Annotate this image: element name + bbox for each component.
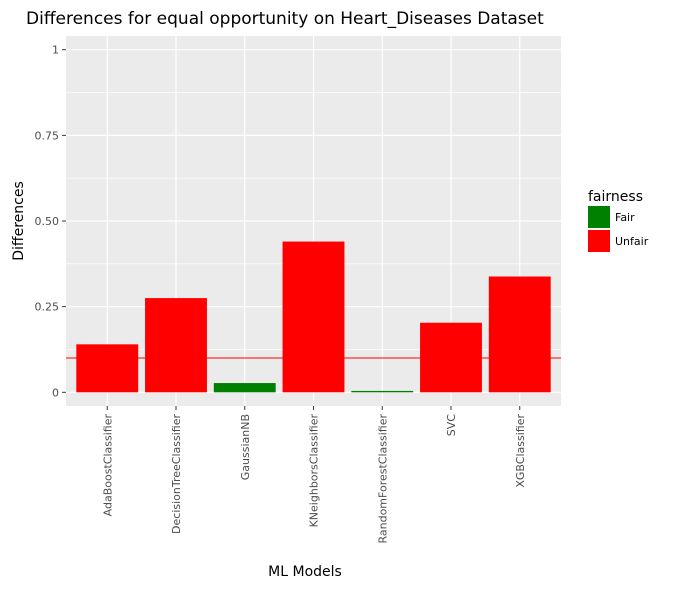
bar-KNeighborsClassifier <box>282 241 345 393</box>
bars-group <box>76 241 551 393</box>
chart-title: Differences for equal opportunity on Hea… <box>26 9 544 29</box>
x-tick-label: AdaBoostClassifier <box>101 414 114 517</box>
x-tick-label: DecisionTreeClassifier <box>170 414 183 534</box>
legend-label-fair: Fair <box>615 211 635 224</box>
legend-title: fairness <box>588 189 643 205</box>
y-tick-label: 0.75 <box>35 129 60 142</box>
bar-GaussianNB <box>213 383 276 393</box>
legend-items: Fair Unfair <box>588 206 649 252</box>
y-tick-label: 0 <box>52 386 59 399</box>
x-tick-label: XGBClassifier <box>514 414 527 488</box>
bar-XGBClassifier <box>488 276 551 393</box>
legend-label-unfair: Unfair <box>615 235 649 248</box>
x-tick-label: SVC <box>445 414 458 437</box>
y-axis-ticks: 0 0.25 0.50 0.75 1 <box>35 44 66 399</box>
bar-SVC <box>420 322 482 393</box>
y-tick-label: 0.50 <box>35 215 60 228</box>
x-axis-ticks: AdaBoostClassifier DecisionTreeClassifier… <box>101 406 527 544</box>
x-tick-label: GaussianNB <box>239 414 252 480</box>
legend: fairness Fair Unfair <box>588 189 649 252</box>
y-axis-title: Differences <box>11 181 27 260</box>
x-tick-label: RandomForestClassifier <box>376 414 389 544</box>
bar-DecisionTreeClassifier <box>145 298 207 393</box>
legend-key-fair <box>588 206 610 228</box>
bar-RandomForestClassifier <box>351 390 414 393</box>
legend-key-unfair <box>588 230 610 252</box>
y-tick-label: 1 <box>52 44 59 57</box>
x-tick-label: KNeighborsClassifier <box>308 414 321 528</box>
y-tick-label: 0.25 <box>35 301 60 314</box>
x-axis-title: ML Models <box>268 564 342 580</box>
bar-AdaBoostClassifier <box>76 344 139 393</box>
